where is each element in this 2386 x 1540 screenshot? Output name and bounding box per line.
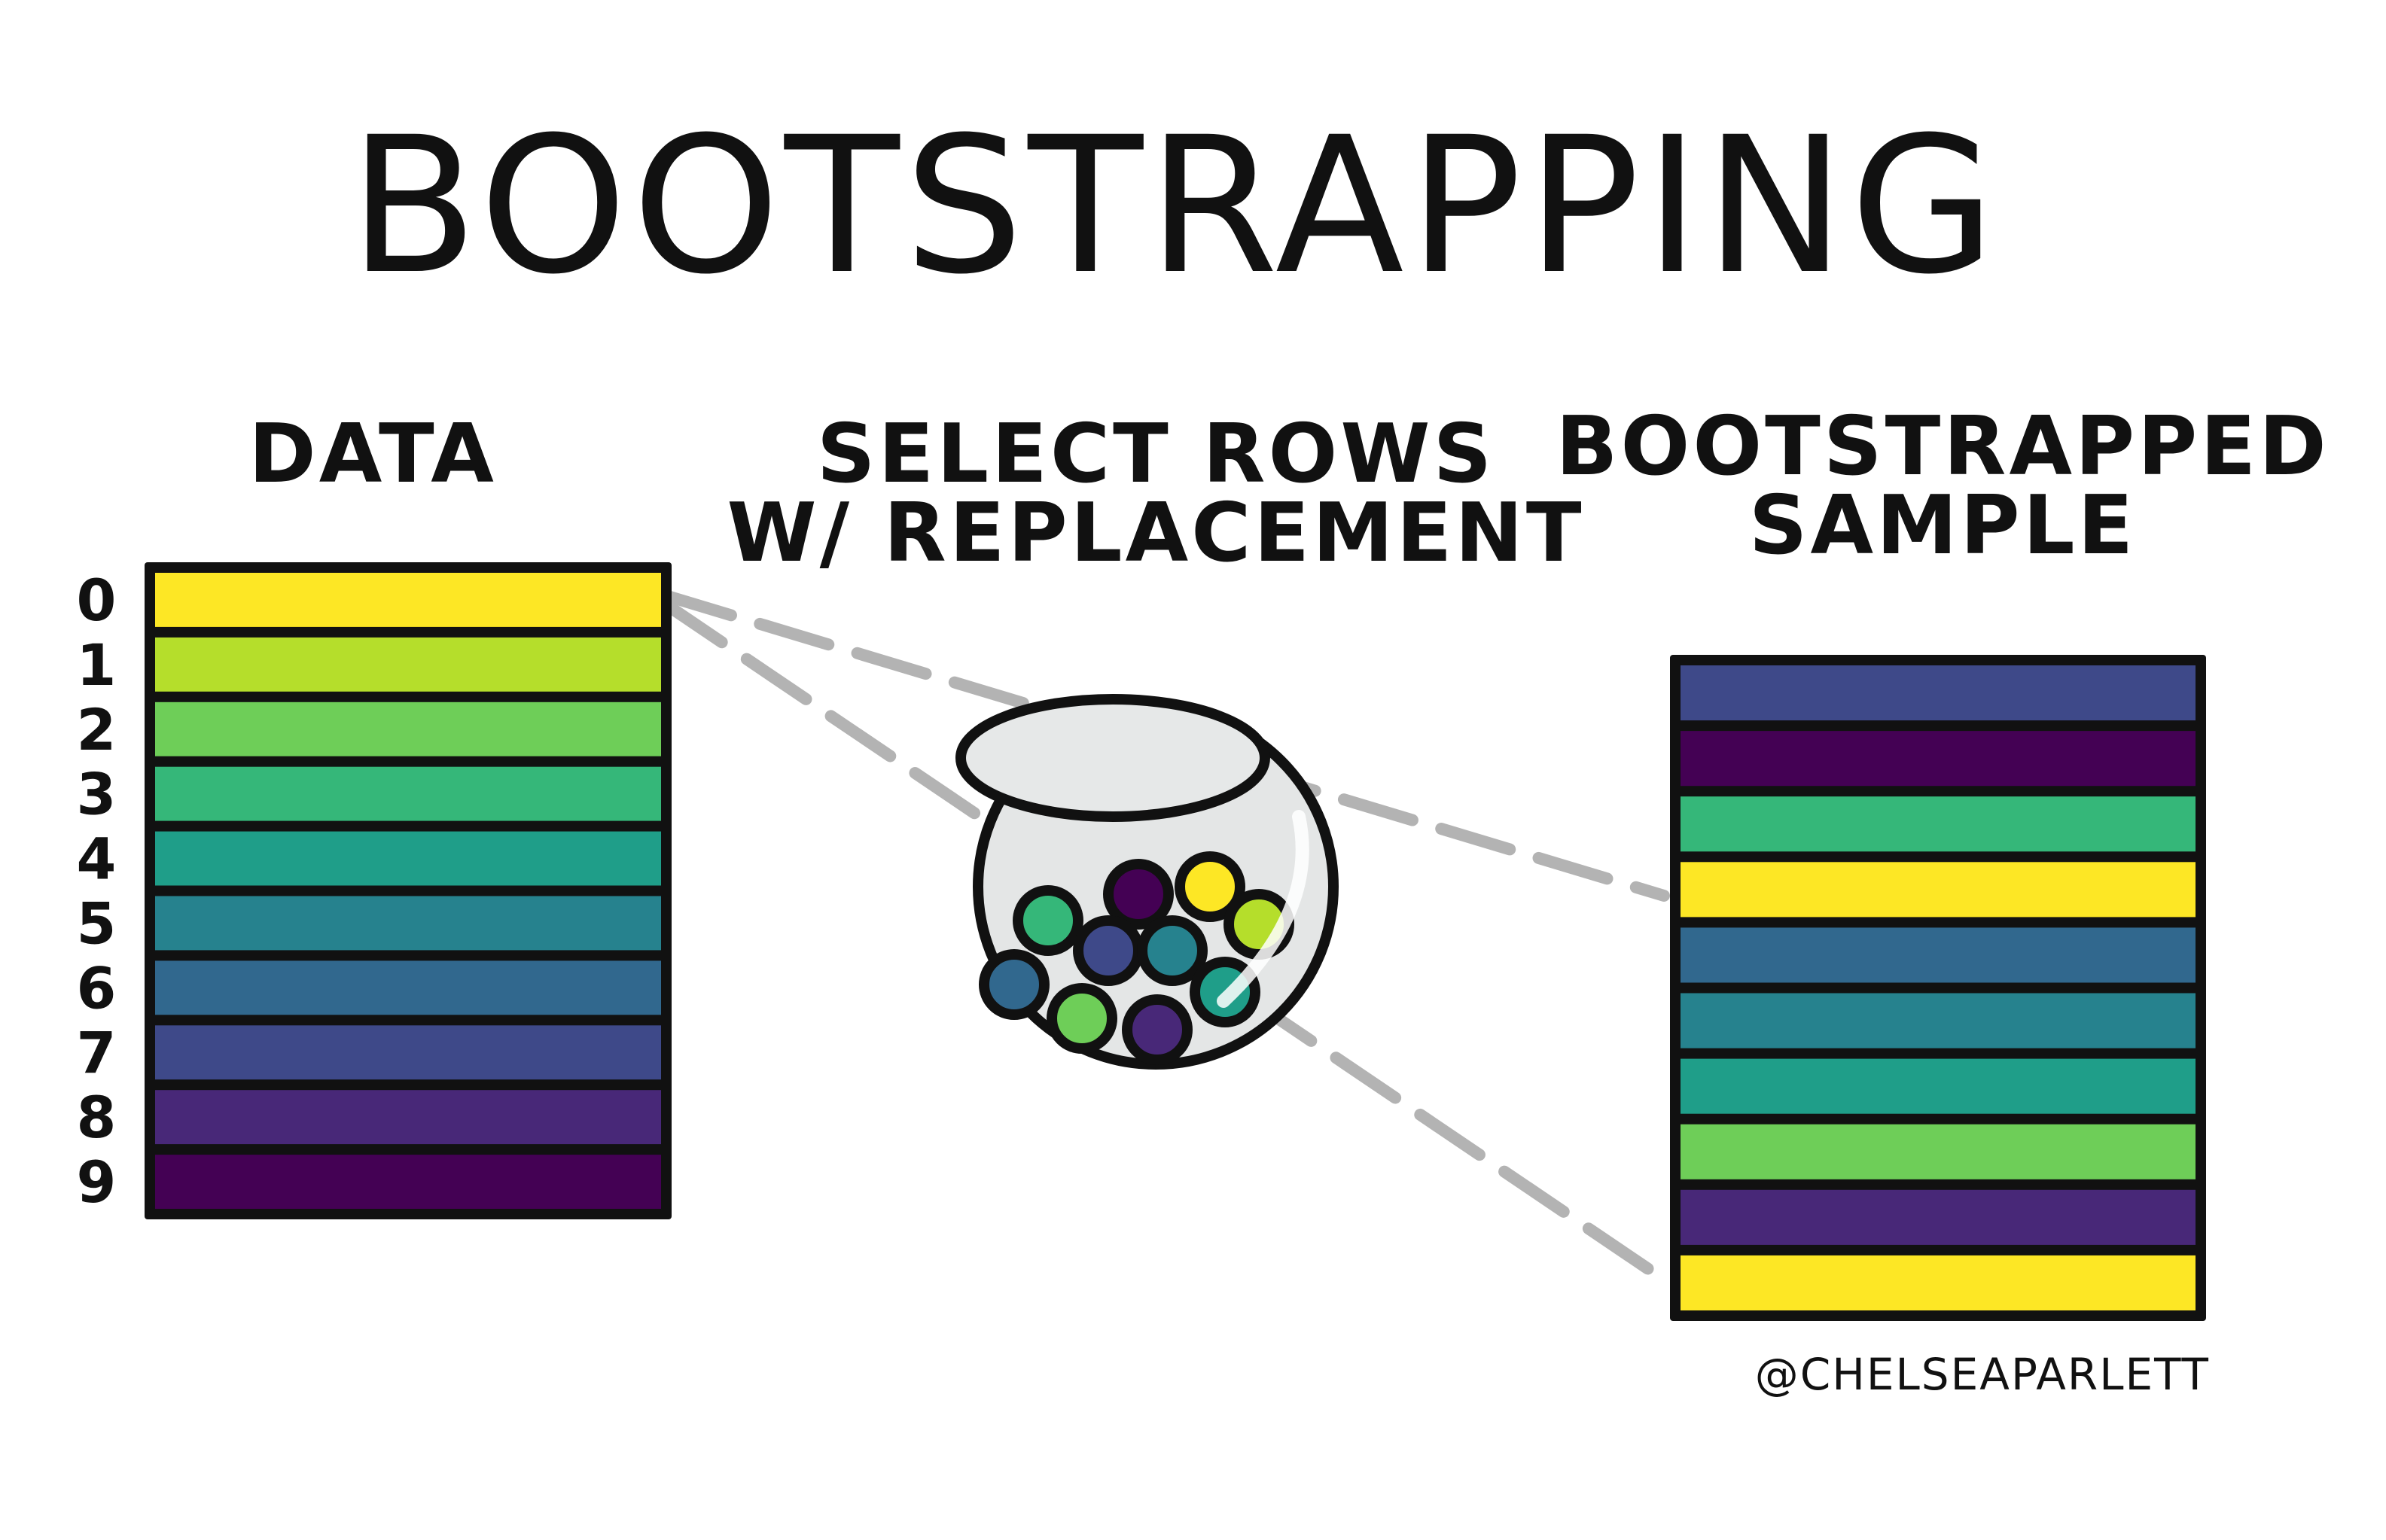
diagram-title: BOOTSTRAPPING [349, 96, 2000, 315]
data-table-row [155, 1155, 661, 1209]
data-heading: DATA [248, 407, 497, 501]
data-row-label: 3 [77, 761, 117, 828]
data-table [145, 562, 672, 1219]
bootstrapped-sample-heading: BOOTSTRAPPED SAMPLE [1556, 400, 2330, 573]
data-table-row [155, 1090, 661, 1145]
sample-table-row [1681, 1255, 2196, 1310]
sample-table-row [1681, 1124, 2196, 1179]
data-row-label: 2 [77, 696, 117, 763]
author-credit: @CHELSEAPARLETT [1755, 1349, 2210, 1400]
bootstrapped-sample-heading-line2: SAMPLE [1749, 479, 2137, 573]
select-rows-heading-line2: W/ REPLACEMENT [727, 486, 1584, 580]
sample-table-row [1681, 731, 2196, 787]
data-row-label: 6 [77, 954, 117, 1021]
bowl-ball [1073, 915, 1144, 986]
data-table-row [155, 831, 661, 886]
select-rows-heading-line1: SELECT ROWS [817, 407, 1495, 501]
bowl-ball [1137, 915, 1208, 986]
data-table-row [155, 1025, 661, 1080]
bowl [955, 694, 1339, 1070]
data-row-label: 9 [77, 1149, 117, 1216]
select-rows-heading: SELECT ROWS W/ REPLACEMENT [727, 407, 1584, 580]
bowl-ball [1047, 983, 1117, 1054]
data-table-row [155, 573, 661, 627]
data-row-label: 7 [77, 1019, 117, 1086]
data-table-row [155, 960, 661, 1015]
data-table-row [155, 702, 661, 756]
data-row-label: 5 [77, 890, 117, 957]
bowl-ball [1122, 994, 1193, 1065]
data-table-row [155, 766, 661, 821]
sample-table-row [1681, 993, 2196, 1048]
sample-table-row [1681, 1058, 2196, 1114]
bowl-highlight [1217, 810, 1309, 1008]
bowl-rim [955, 694, 1270, 822]
sample-table-row [1681, 665, 2196, 721]
sample-table-row [1681, 862, 2196, 918]
sample-table-row [1681, 796, 2196, 852]
bootstrapped-sample-heading-line1: BOOTSTRAPPED [1556, 400, 2330, 494]
data-row-label: 8 [77, 1084, 117, 1151]
data-row-label: 0 [77, 567, 117, 634]
bowl-ball [1103, 859, 1174, 930]
bowl-ball [1175, 851, 1245, 922]
bowl-ball [979, 949, 1050, 1020]
sample-table-row [1681, 927, 2196, 983]
data-table-row [155, 637, 661, 692]
data-row-label: 1 [77, 632, 117, 698]
data-table-row [155, 896, 661, 951]
bootstrapped-sample-table [1670, 655, 2206, 1321]
data-row-label: 4 [77, 826, 117, 893]
sample-table-row [1681, 1189, 2196, 1245]
bowl-ball [1013, 885, 1083, 956]
